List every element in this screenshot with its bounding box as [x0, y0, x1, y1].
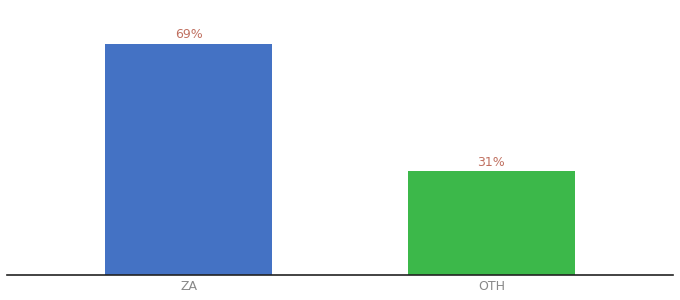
Text: 31%: 31% — [477, 156, 505, 169]
Bar — [105, 44, 272, 275]
Bar — [408, 171, 575, 275]
Text: 69%: 69% — [175, 28, 203, 41]
